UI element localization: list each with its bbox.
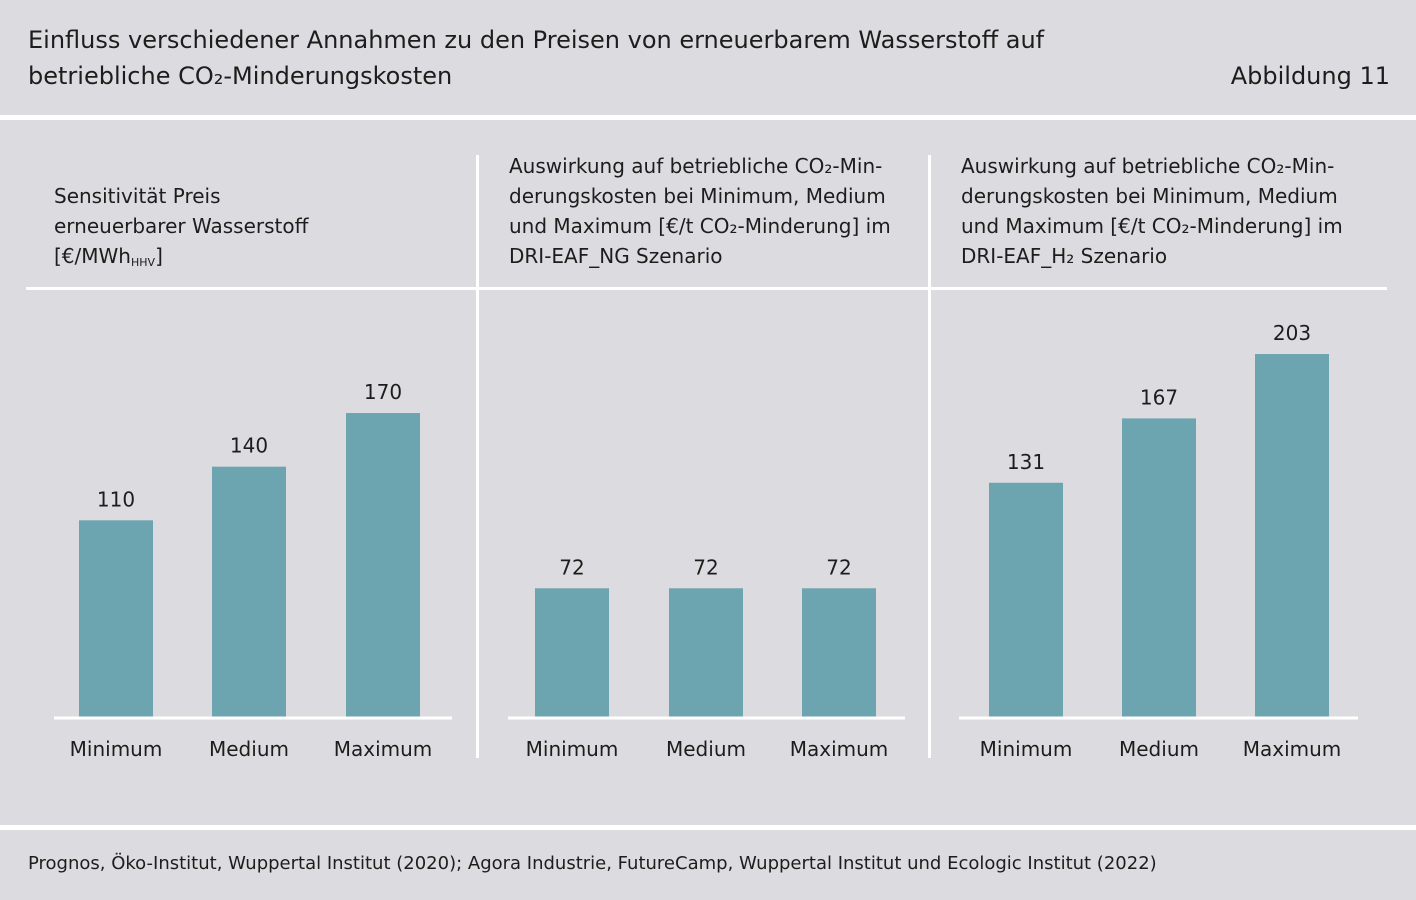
category-label-chart1-medium: Medium (209, 737, 289, 761)
value-label-chart2-medium: 72 (693, 555, 718, 579)
category-label-chart2-medium: Medium (666, 737, 746, 761)
value-label-chart1-maximum: 170 (364, 380, 402, 404)
bar-chart2-minimum (535, 588, 609, 717)
panel-2-heading-line-2: derungskosten bei Minimum, Medium (509, 184, 886, 208)
panel-3-heading-line-2: derungskosten bei Minimum, Medium (961, 184, 1338, 208)
bar-chart2-medium (669, 588, 743, 717)
panel-separator-1 (476, 155, 479, 758)
panel-1-heading: Sensitivität Preis erneuerbarer Wasserst… (54, 181, 308, 271)
bottom-divider (0, 825, 1416, 830)
value-label-chart1-minimum: 110 (97, 487, 135, 511)
category-label-chart1-minimum: Minimum (70, 737, 163, 761)
panel-1-unit: [€/MWhHHV] (54, 241, 308, 271)
source-note: Prognos, Öko-Institut, Wuppertal Institu… (28, 853, 1157, 874)
value-label-chart3-maximum: 203 (1273, 321, 1311, 345)
panel-1-header-rule (26, 287, 476, 290)
value-label-chart3-medium: 167 (1140, 385, 1178, 409)
bar-chart1-maximum (346, 413, 420, 717)
category-label-chart1-maximum: Maximum (334, 737, 433, 761)
chart-title-line-2: betriebliche CO₂-Minderungskosten (28, 62, 453, 90)
category-label-chart2-maximum: Maximum (790, 737, 889, 761)
bar-chart3-minimum (989, 482, 1063, 717)
value-label-chart3-minimum: 131 (1007, 450, 1045, 474)
value-label-chart2-minimum: 72 (559, 555, 584, 579)
bar-chart3-maximum (1255, 354, 1329, 717)
figure-label: Abbildung 11 (1230, 62, 1390, 90)
top-divider (0, 115, 1416, 120)
panel-3-heading-line-4: DRI-EAF_H₂ Szenario (961, 244, 1168, 268)
bar-chart2-maximum (802, 588, 876, 717)
panel-2-heading-line-4: DRI-EAF_NG Szenario (509, 244, 723, 268)
chart-title-line-1: Einfluss verschiedener Annahmen zu den P… (28, 26, 1045, 54)
value-label-chart2-maximum: 72 (826, 555, 851, 579)
panel-3-heading-line-1: Auswirkung auf betriebliche CO₂-Min- (961, 154, 1335, 178)
panel-2-header-rule (479, 287, 928, 290)
panel-3-heading: Auswirkung auf betriebliche CO₂-Min- der… (961, 151, 1343, 271)
bar-chart1-minimum (79, 520, 153, 717)
category-label-chart3-maximum: Maximum (1243, 737, 1342, 761)
panel-2-heading: Auswirkung auf betriebliche CO₂-Min- der… (509, 151, 891, 271)
panel-1-heading-line-2: erneuerbarer Wasserstoff (54, 214, 309, 238)
panel-2-heading-line-3: und Maximum [€/t CO₂-Minderung] im (509, 214, 891, 238)
category-label-chart3-minimum: Minimum (980, 737, 1073, 761)
panel-3-heading-line-3: und Maximum [€/t CO₂-Minderung] im (961, 214, 1343, 238)
panel-1-heading-line-1: Sensitivität Preis (54, 184, 221, 208)
value-label-chart1-medium: 140 (230, 434, 268, 458)
panel-separator-2 (928, 155, 931, 758)
panel-3-header-rule (931, 287, 1387, 290)
bar-chart1-medium (212, 466, 286, 717)
panel-1-unit-main: [€/MWh (54, 244, 131, 268)
category-label-chart2-minimum: Minimum (526, 737, 619, 761)
panel-1-unit-sub: HHV (130, 256, 156, 269)
panel-2-heading-line-1: Auswirkung auf betriebliche CO₂-Min- (509, 154, 883, 178)
category-label-chart3-medium: Medium (1119, 737, 1199, 761)
panel-1-unit-close: ] (155, 244, 163, 268)
bar-chart3-medium (1122, 418, 1196, 717)
